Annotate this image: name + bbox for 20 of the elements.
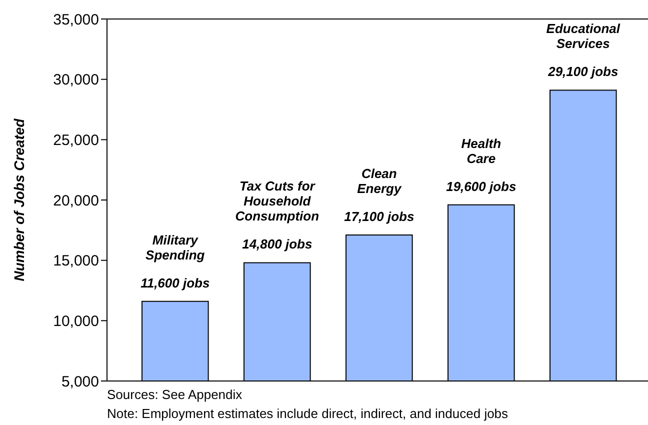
y-tick-label: 5,000: [61, 373, 99, 390]
x-tick-label: Health Care: [461, 136, 502, 166]
x-tick-label: Clean Energy: [357, 166, 402, 196]
y-tick-label: 20,000: [53, 192, 99, 210]
y-tick-label: 25,000: [53, 132, 99, 149]
data-label: 19,600 jobs: [446, 178, 516, 194]
y-axis-title: Number of Jobs Created: [11, 118, 27, 282]
data-label: 11,600 jobs: [140, 275, 210, 290]
y-tick-label: 35,000: [53, 11, 99, 28]
data-label: 17,100 jobs: [344, 208, 414, 224]
y-tick-label: 30,000: [53, 72, 99, 89]
text: Note: Employment estimates include direct, indirect, and induced jobs: [107, 406, 509, 421]
x-tick-label: Educational Services: [546, 21, 620, 52]
x-tick-label: Military Spending: [146, 232, 205, 262]
y-tick-label: 10,000: [53, 312, 99, 330]
source-note: Sources: See Appendix: [107, 387, 243, 402]
data-label: 14,800 jobs: [242, 236, 312, 252]
y-tick-label: 15,000: [53, 252, 99, 270]
x-tick-label: Tax Cuts for Household Consumption: [235, 178, 320, 224]
data-label: 29,100 jobs: [547, 64, 618, 80]
